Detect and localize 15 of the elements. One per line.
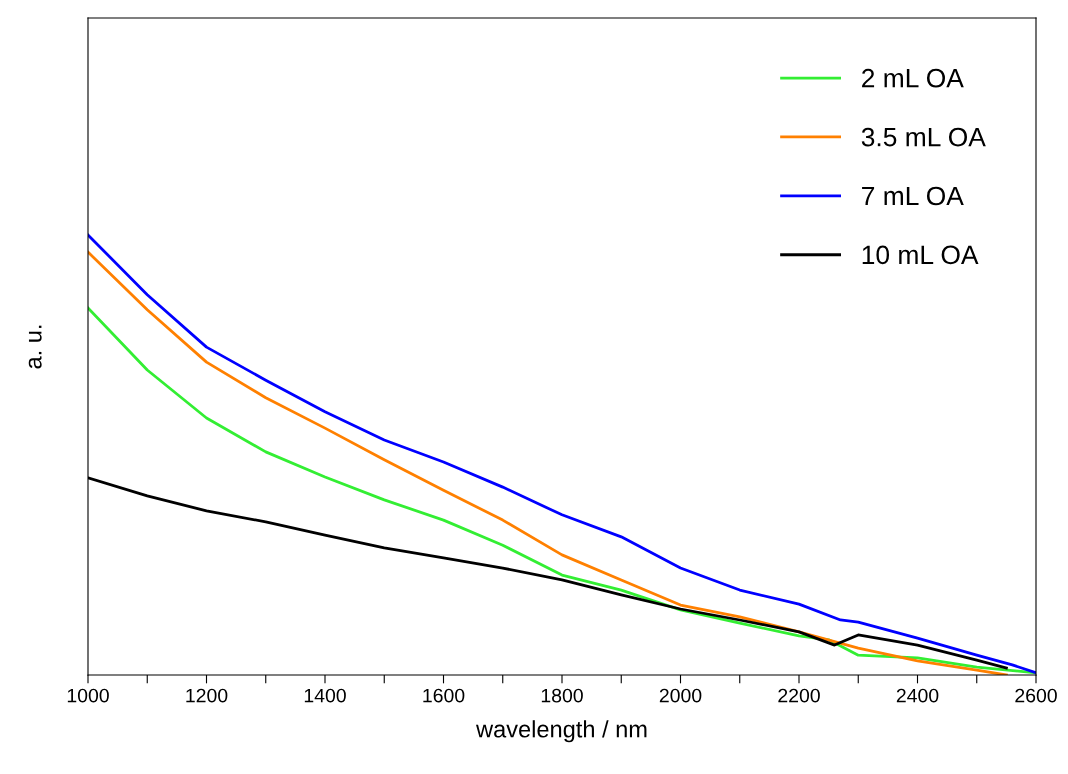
x-tick-label: 1200: [186, 688, 228, 703]
x-tick-label: 2600: [1015, 688, 1057, 703]
x-tick-label: 1400: [304, 688, 346, 703]
x-tick-label: 2400: [896, 688, 939, 703]
x-tick-label: 2000: [659, 688, 702, 703]
x-tick-label: 1000: [67, 688, 109, 703]
legend-label: 10 mL OA: [862, 245, 979, 265]
legend-label: 2 mL OA: [862, 68, 964, 88]
x-tick-label: 2200: [778, 688, 820, 703]
legend-label: 3.5 mL OA: [861, 127, 986, 147]
x-tick-label: 1600: [423, 688, 465, 703]
y-axis-title: a. u.: [28, 325, 42, 369]
x-axis-title: wavelength / nm: [476, 720, 647, 743]
legend-label: 7 mL OA: [862, 186, 964, 206]
x-tick-label: 1800: [541, 688, 583, 703]
